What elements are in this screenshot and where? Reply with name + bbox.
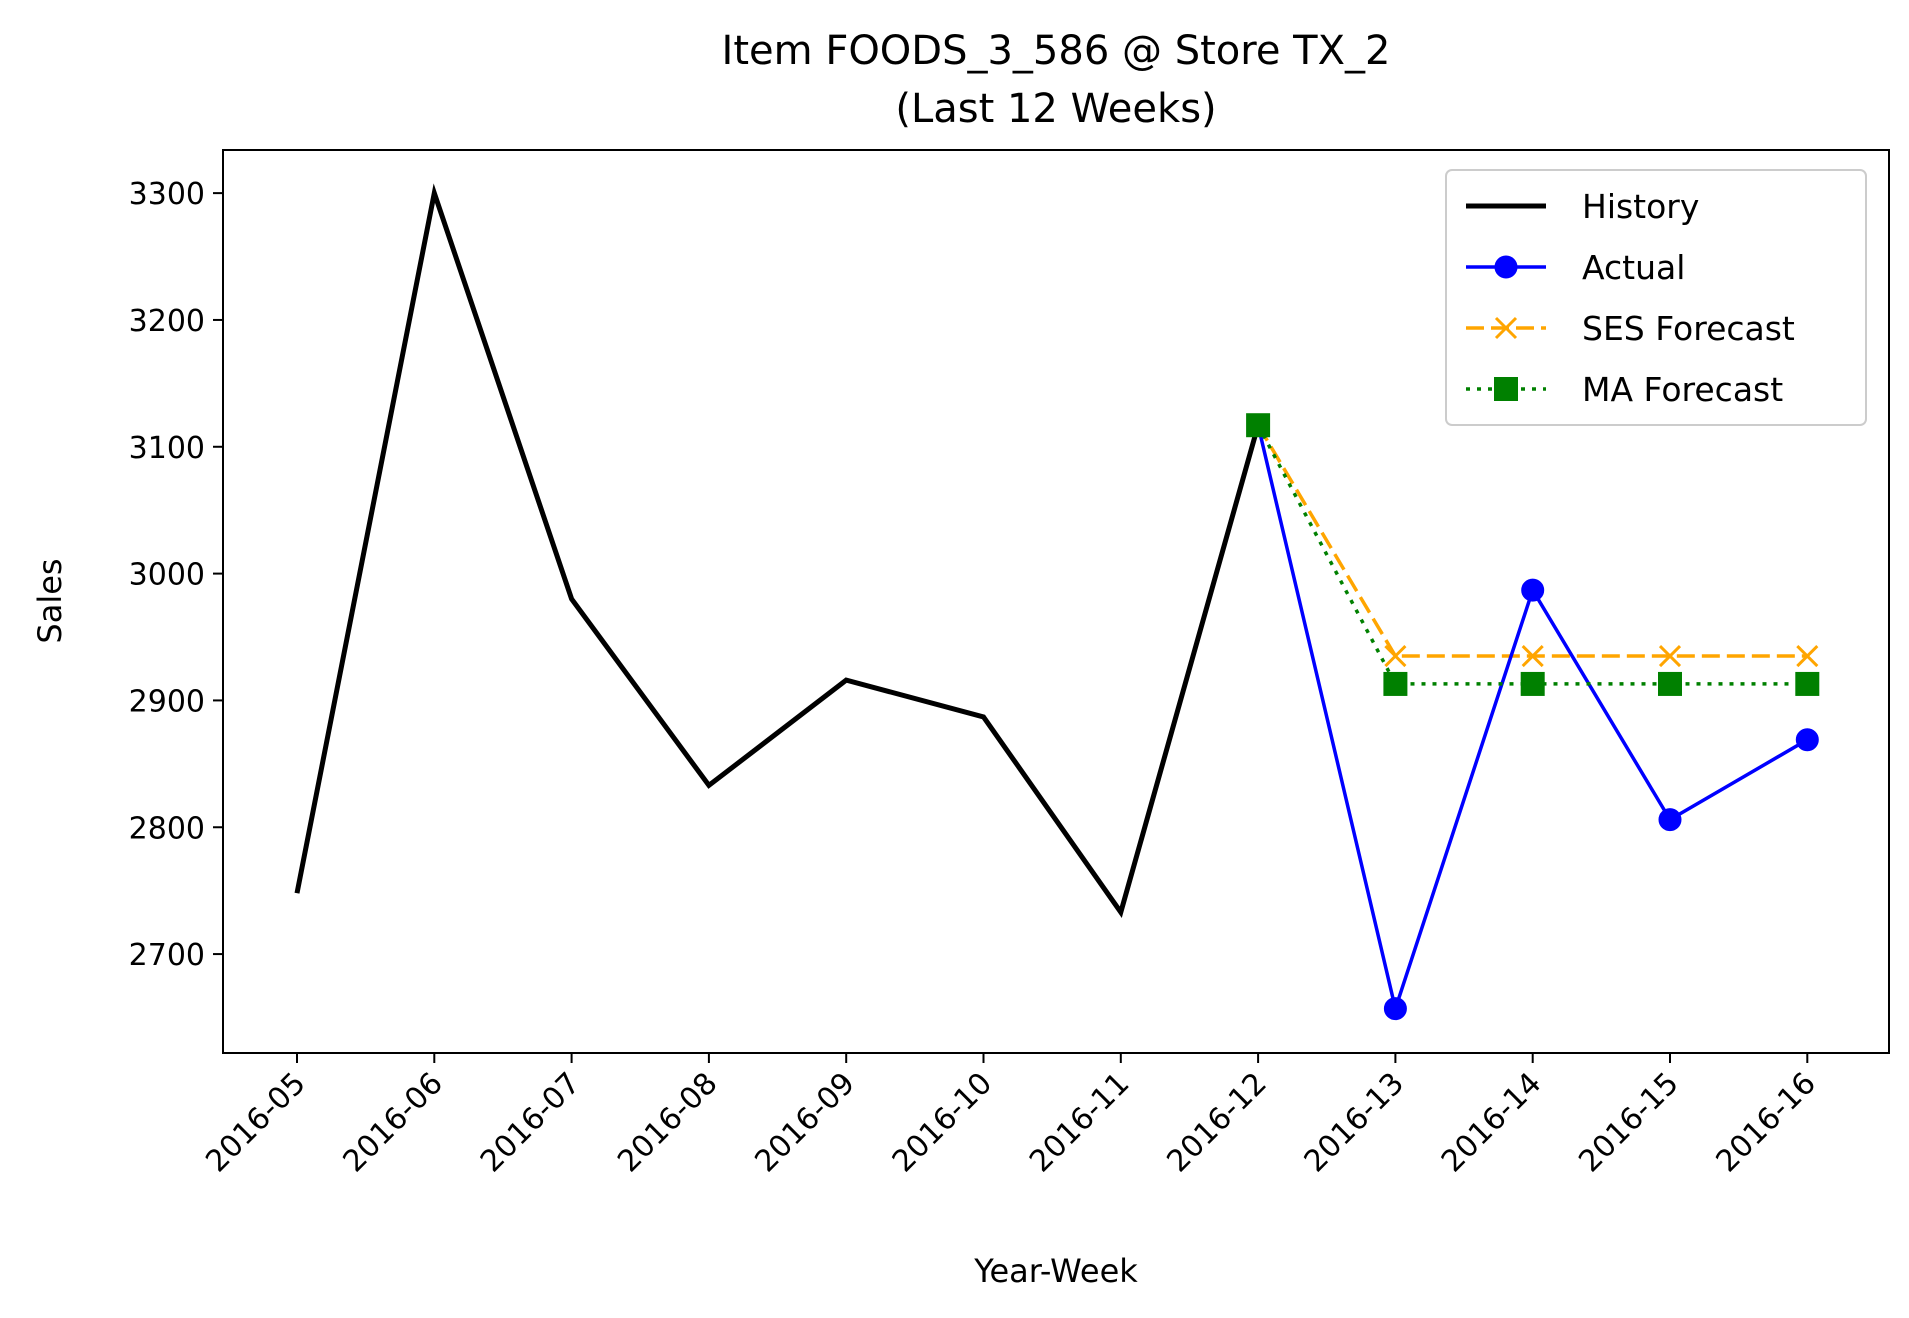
ma-forecast-line (1256, 424, 1808, 686)
y-tick-label: 2700 (129, 938, 205, 973)
x-tick-label: 2016-15 (1572, 1066, 1685, 1179)
x-tick-label: 2016-08 (611, 1066, 724, 1179)
x-tick-label: 2016-16 (1710, 1066, 1823, 1179)
actual-point (1521, 578, 1545, 602)
series-ses-forecast (1247, 414, 1819, 668)
plot-area (294, 183, 1820, 1021)
ses-forecast-point (1521, 644, 1544, 668)
y-tick-label: 2900 (129, 684, 205, 719)
x-tick-label: 2016-12 (1160, 1066, 1273, 1179)
legend-marker (1494, 377, 1518, 401)
series-actual (1246, 413, 1819, 1021)
history-line (294, 183, 1261, 918)
y-tick-label: 3200 (129, 304, 205, 339)
legend-marker (1494, 255, 1518, 279)
y-tick-label: 2800 (129, 811, 205, 846)
ses-forecast-line (1256, 424, 1808, 658)
chart-subtitle: (Last 12 Weeks) (895, 86, 1216, 132)
chart-title: Item FOODS_3_586 @ Store TX_2 (722, 28, 1391, 74)
x-tick-label: 2016-09 (748, 1066, 861, 1179)
series-history (294, 183, 1261, 918)
ma-forecast-point (1520, 671, 1545, 696)
legend-frame (1445, 169, 1867, 426)
ses-forecast-point (1796, 644, 1819, 668)
legend-label: MA Forecast (1582, 370, 1783, 409)
ses-forecast-point (1658, 644, 1682, 668)
ma-forecast-point (1246, 413, 1271, 438)
legend-label: Actual (1582, 248, 1685, 287)
x-tick-label: 2016-07 (474, 1066, 587, 1179)
legend: History Actual SES Forecast MA Forecast (1445, 169, 1867, 426)
x-tick-label: 2016-06 (337, 1066, 450, 1179)
x-tick-label: 2016-10 (886, 1066, 999, 1179)
ma-forecast-point (1658, 671, 1682, 696)
legend-item-history: History (1466, 187, 1699, 226)
series-ma-forecast (1246, 413, 1820, 696)
y-tick-label: 3100 (129, 431, 205, 466)
y-tick-label: 3000 (129, 558, 205, 593)
x-tick-label: 2016-13 (1298, 1066, 1411, 1179)
y-axis-label: Sales (31, 558, 69, 643)
x-tick-label: 2016-05 (199, 1066, 312, 1179)
legend-label: History (1582, 187, 1699, 226)
legend-item-actual: Actual (1466, 248, 1685, 287)
ses-forecast-point (1384, 644, 1407, 668)
legend-label: SES Forecast (1582, 309, 1795, 348)
x-tick-label: 2016-14 (1435, 1066, 1548, 1179)
y-tick-label: 3300 (129, 177, 205, 212)
legend-marker (1494, 316, 1518, 340)
x-axis-label: Year-Week (973, 1252, 1138, 1290)
legend-item-ses-forecast: SES Forecast (1466, 309, 1795, 348)
legend-item-ma-forecast: MA Forecast (1466, 370, 1783, 409)
actual-point (1383, 997, 1407, 1021)
actual-point (1658, 808, 1682, 832)
actual-point (1795, 728, 1819, 752)
x-tick-label: 2016-11 (1023, 1066, 1136, 1179)
plot-frame (222, 149, 1890, 1054)
ma-forecast-point (1795, 671, 1820, 696)
actual-line (1256, 424, 1809, 1016)
ma-forecast-point (1383, 671, 1408, 696)
